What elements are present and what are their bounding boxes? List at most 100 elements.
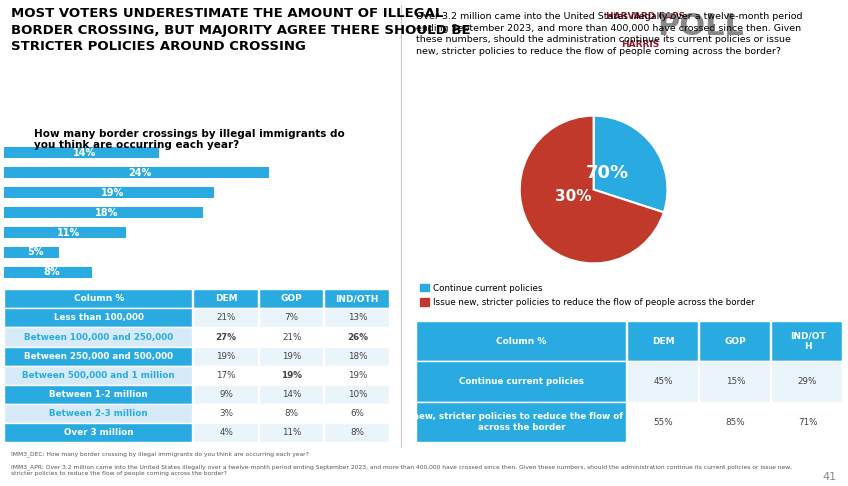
Text: 70%: 70% — [585, 164, 628, 182]
Text: 24%: 24% — [128, 168, 152, 178]
Wedge shape — [520, 116, 664, 263]
FancyBboxPatch shape — [193, 347, 258, 365]
Text: MOST VOTERS UNDERESTIMATE THE AMOUNT OF ILLEGAL
BORDER CROSSING, BUT MAJORITY AG: MOST VOTERS UNDERESTIMATE THE AMOUNT OF … — [11, 7, 471, 53]
FancyBboxPatch shape — [4, 365, 192, 385]
FancyBboxPatch shape — [416, 402, 626, 442]
Text: IND/OTH: IND/OTH — [336, 294, 379, 303]
Bar — [4, 187, 214, 198]
Text: How many border crossings by illegal immigrants do
you think are occurring each : How many border crossings by illegal imm… — [34, 129, 344, 150]
FancyBboxPatch shape — [4, 289, 192, 308]
Text: 21%: 21% — [216, 313, 236, 322]
FancyBboxPatch shape — [325, 423, 389, 442]
FancyBboxPatch shape — [259, 385, 323, 404]
FancyBboxPatch shape — [259, 289, 323, 308]
Text: 26%: 26% — [347, 332, 368, 342]
Text: Over 3 million: Over 3 million — [64, 428, 133, 437]
FancyBboxPatch shape — [628, 402, 698, 442]
FancyBboxPatch shape — [325, 385, 389, 404]
FancyBboxPatch shape — [416, 321, 626, 361]
Text: Over 3.2 million came into the United States illegally over a twelve-month perio: Over 3.2 million came into the United St… — [416, 12, 802, 55]
FancyBboxPatch shape — [4, 423, 192, 442]
Text: 19%: 19% — [348, 371, 367, 380]
Text: 15%: 15% — [726, 377, 745, 386]
Text: Continue current policies: Continue current policies — [459, 377, 584, 386]
FancyBboxPatch shape — [628, 321, 698, 361]
FancyBboxPatch shape — [772, 321, 842, 361]
Text: 71%: 71% — [798, 417, 817, 427]
Text: GOP: GOP — [724, 336, 746, 346]
Text: Between 250,000 and 500,000: Between 250,000 and 500,000 — [25, 352, 173, 361]
FancyBboxPatch shape — [4, 308, 192, 328]
Text: Issue new, stricter policies to reduce the flow of people
across the border: Issue new, stricter policies to reduce t… — [384, 412, 659, 432]
Text: 13%: 13% — [348, 313, 367, 322]
Text: 29%: 29% — [798, 377, 817, 386]
Text: 19%: 19% — [101, 188, 124, 198]
FancyBboxPatch shape — [416, 361, 626, 402]
Text: 18%: 18% — [348, 352, 367, 361]
Text: HARRIS: HARRIS — [622, 40, 660, 50]
Text: 17%: 17% — [216, 371, 236, 380]
FancyBboxPatch shape — [193, 365, 258, 385]
Text: Between 2-3 million: Between 2-3 million — [49, 409, 148, 418]
Text: 45%: 45% — [654, 377, 673, 386]
Text: DEM: DEM — [215, 294, 237, 303]
Text: 55%: 55% — [654, 417, 673, 427]
Text: 6%: 6% — [350, 409, 365, 418]
Text: 8%: 8% — [285, 409, 298, 418]
Text: 19%: 19% — [282, 371, 302, 380]
Text: 41: 41 — [822, 472, 836, 482]
Text: 14%: 14% — [282, 390, 301, 399]
FancyBboxPatch shape — [4, 328, 192, 347]
FancyBboxPatch shape — [325, 289, 389, 308]
FancyBboxPatch shape — [325, 347, 389, 365]
Text: 19%: 19% — [216, 352, 236, 361]
Bar — [4, 247, 59, 258]
Text: 85%: 85% — [726, 417, 745, 427]
Text: GOP: GOP — [281, 294, 303, 303]
FancyBboxPatch shape — [325, 308, 389, 328]
FancyBboxPatch shape — [700, 321, 770, 361]
Text: 5%: 5% — [27, 247, 43, 258]
Text: 4%: 4% — [219, 428, 233, 437]
Text: 7%: 7% — [285, 313, 298, 322]
Text: POLL: POLL — [657, 12, 744, 41]
Text: Less than 100,000: Less than 100,000 — [53, 313, 144, 322]
FancyBboxPatch shape — [325, 328, 389, 347]
FancyBboxPatch shape — [259, 365, 323, 385]
Text: IMM3_DEC: How many border crossing by illegal immigrants do you think are occurr: IMM3_DEC: How many border crossing by il… — [11, 451, 309, 457]
Text: 21%: 21% — [282, 332, 301, 342]
Bar — [4, 207, 203, 218]
FancyBboxPatch shape — [325, 365, 389, 385]
Text: 10%: 10% — [348, 390, 367, 399]
Text: Between 500,000 and 1 million: Between 500,000 and 1 million — [22, 371, 175, 380]
Text: 8%: 8% — [350, 428, 365, 437]
FancyBboxPatch shape — [259, 328, 323, 347]
Bar — [4, 167, 269, 178]
Bar — [4, 267, 92, 278]
FancyBboxPatch shape — [4, 385, 192, 404]
FancyBboxPatch shape — [4, 404, 192, 423]
Text: 3%: 3% — [219, 409, 233, 418]
Legend: Continue current policies, Issue new, stricter policies to reduce the flow of pe: Continue current policies, Issue new, st… — [420, 284, 755, 307]
Text: IND/OT
H: IND/OT H — [789, 331, 825, 351]
Text: 8%: 8% — [43, 267, 60, 278]
FancyBboxPatch shape — [193, 404, 258, 423]
FancyBboxPatch shape — [193, 308, 258, 328]
FancyBboxPatch shape — [325, 404, 389, 423]
FancyBboxPatch shape — [193, 289, 258, 308]
Text: 9%: 9% — [219, 390, 233, 399]
FancyBboxPatch shape — [259, 423, 323, 442]
FancyBboxPatch shape — [772, 361, 842, 402]
Text: 18%: 18% — [95, 208, 119, 218]
FancyBboxPatch shape — [259, 308, 323, 328]
Text: 27%: 27% — [215, 332, 237, 342]
Bar — [4, 147, 159, 158]
Text: IMM3_APR: Over 3.2 million came into the United States illegally over a twelve-m: IMM3_APR: Over 3.2 million came into the… — [11, 465, 792, 476]
Text: 11%: 11% — [282, 428, 301, 437]
Bar — [4, 227, 126, 238]
FancyBboxPatch shape — [193, 423, 258, 442]
FancyBboxPatch shape — [700, 361, 770, 402]
FancyBboxPatch shape — [193, 328, 258, 347]
Text: Column %: Column % — [496, 336, 547, 346]
Text: Between 1-2 million: Between 1-2 million — [49, 390, 148, 399]
